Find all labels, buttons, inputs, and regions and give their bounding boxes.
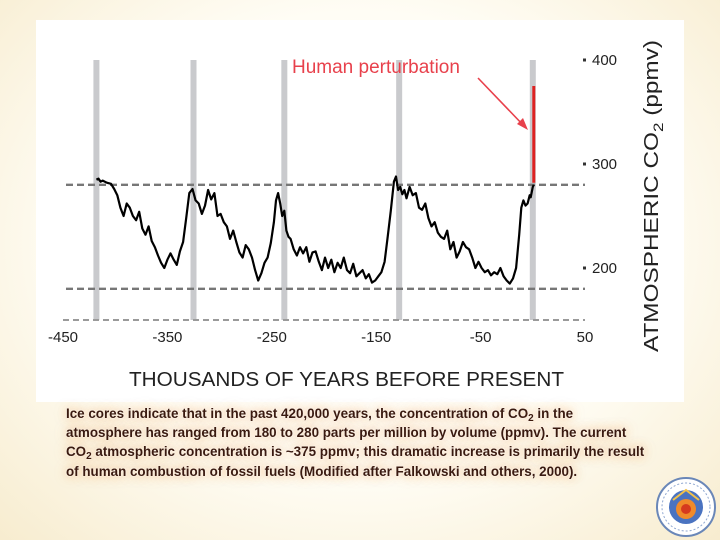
y-tick-mark: [583, 58, 586, 62]
interglacial-band-0: [93, 60, 100, 320]
figure-panel: -450 -350 -250 -150 -50 50 200 300 400 Human pe…: [36, 20, 684, 402]
annotation-arrow-icon: [477, 77, 526, 128]
x-tick-label: -150: [361, 329, 391, 346]
y-axis-title-main: ATMOSPHERIC CO: [641, 132, 663, 352]
caption-subscript-1: 2: [528, 413, 534, 424]
co2-series-line: [95, 175, 535, 285]
series: [95, 86, 536, 285]
figure-caption: Ice cores indicate that in the past 420,…: [66, 404, 646, 481]
caption-text-1: Ice cores indicate that in the past 420,…: [66, 406, 529, 421]
caption-subscript-2: 2: [86, 451, 92, 463]
y-axis-ticks: 200 300 400: [583, 52, 617, 277]
y-tick-label: 300: [592, 156, 617, 173]
x-axis-title: THOUSANDS OF YEARS BEFORE PRESENT: [129, 369, 564, 391]
y-axis-title-unit: (ppmv): [641, 40, 663, 123]
annotation-human-perturbation: Human perturbation: [292, 57, 460, 78]
x-tick-label: -450: [48, 329, 78, 346]
caption-text-2: in the atmosphere has ranged from 180 to…: [66, 406, 627, 460]
y-tick-label: 200: [592, 260, 617, 277]
reference-lines: [66, 183, 585, 290]
institution-seal-icon: [656, 477, 716, 537]
interglacial-bands: [93, 60, 536, 320]
y-tick-mark: [583, 266, 586, 270]
co2-chart: -450 -350 -250 -150 -50 50 200 300 400 Human pe…: [48, 40, 666, 391]
x-tick-label: -350: [152, 329, 182, 346]
y-axis-title: ATMOSPHERIC CO2 (ppmv): [641, 40, 666, 352]
y-tick-label: 400: [592, 52, 617, 69]
x-tick-label: 50: [577, 329, 594, 346]
caption-text-3: atmospheric concentration is ~375 ppmv; …: [66, 444, 645, 479]
interglacial-band-2: [281, 60, 288, 320]
x-axis-ticks: -450 -350 -250 -150 -50 50: [48, 329, 593, 346]
x-tick-label: -250: [257, 329, 287, 346]
y-axis-title-subscript: 2: [650, 122, 666, 132]
x-tick-label: -50: [470, 329, 492, 346]
annotation-arrowhead-icon: [517, 118, 528, 130]
y-tick-mark: [583, 162, 586, 166]
